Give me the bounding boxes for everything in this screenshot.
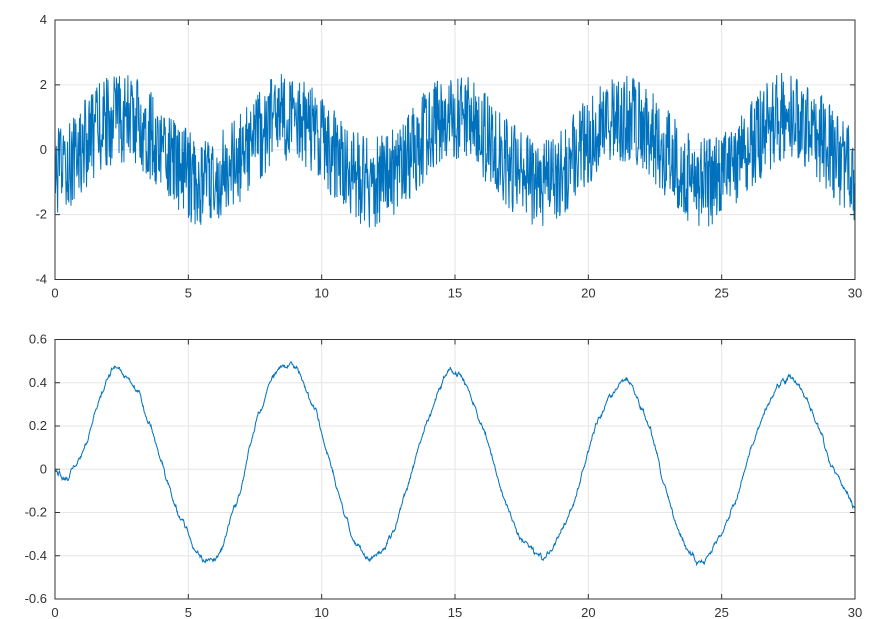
- bottom-chart-ytick-label: -0.6: [25, 591, 47, 606]
- top-chart-xtick-label: 30: [848, 286, 862, 301]
- top-chart-ytick-label: -2: [35, 207, 47, 222]
- top-chart-ytick-label: -4: [35, 272, 47, 287]
- bottom-chart-ytick-label: 0.4: [29, 375, 47, 390]
- bottom-chart-xtick-label: 15: [448, 605, 462, 619]
- bottom-chart: 0 5 10 15 20 25 30 -0.6 -0.4 -0.2 0 0.2 0.4 0.6: [25, 332, 863, 619]
- bottom-chart-ytick-label: -0.4: [25, 548, 47, 563]
- bottom-chart-xtick-label: 0: [51, 605, 58, 619]
- top-chart-xtick-label: 20: [581, 286, 595, 301]
- bottom-chart-xtick-label: 25: [714, 605, 728, 619]
- top-chart-xtick-label: 5: [185, 286, 192, 301]
- top-chart-ytick-label: 4: [40, 12, 47, 27]
- bottom-chart-ytick-label: 0.6: [29, 332, 47, 347]
- bottom-chart-xtick-label: 30: [848, 605, 862, 619]
- top-chart-xtick-label: 10: [314, 286, 328, 301]
- top-chart-ytick-label: 2: [40, 77, 47, 92]
- top-chart-xtick-label: 0: [51, 286, 58, 301]
- figure: 0 5 10 15 20 25 30 -4 -2 0 2 4 0 5 10 15 20 25 30 -0.6 -0.4 -…: [0, 0, 875, 619]
- bottom-chart-xtick-label: 10: [314, 605, 328, 619]
- bottom-chart-ytick-label: 0: [40, 461, 47, 476]
- top-chart-xtick-label: 25: [714, 286, 728, 301]
- top-chart-xtick-label: 15: [448, 286, 462, 301]
- bottom-chart-ytick-label: 0.2: [29, 418, 47, 433]
- bottom-chart-xtick-label: 20: [581, 605, 595, 619]
- bottom-chart-ytick-label: -0.2: [25, 505, 47, 520]
- bottom-chart-xtick-label: 5: [185, 605, 192, 619]
- top-chart: 0 5 10 15 20 25 30 -4 -2 0 2 4: [35, 12, 862, 301]
- top-chart-ytick-label: 0: [40, 142, 47, 157]
